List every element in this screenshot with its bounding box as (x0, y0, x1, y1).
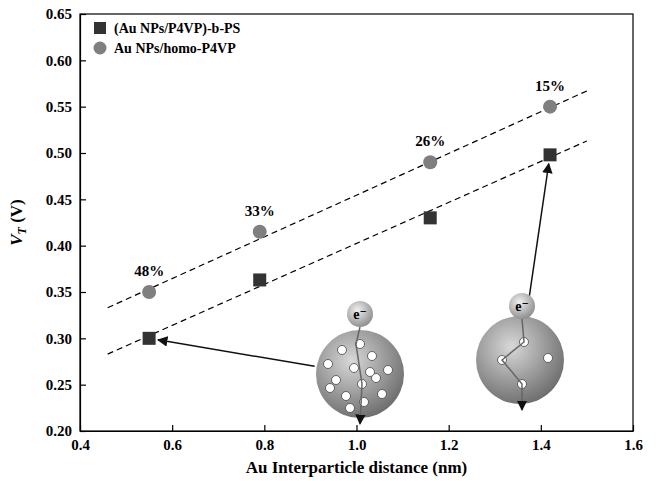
tick: 0.40 (46, 238, 86, 254)
tick-mark (541, 425, 542, 431)
point-label: 33% (245, 203, 275, 219)
tick: 1.4 (532, 425, 551, 453)
tick-mark (80, 153, 86, 154)
annotation: e⁻ (353, 307, 367, 322)
tick: 0.20 (46, 423, 86, 439)
tick-mark (80, 199, 86, 200)
tick-mark (80, 107, 86, 108)
tick-mark (172, 425, 173, 431)
tick: 0.25 (46, 377, 86, 393)
electron (509, 293, 535, 319)
tick-mark (80, 246, 86, 247)
tick-label: 0.40 (46, 238, 72, 254)
tick: 0.60 (46, 53, 86, 69)
nanoparticle (326, 384, 335, 393)
tick: 0.8 (255, 425, 274, 453)
tick-label: 0.6 (163, 437, 182, 453)
point (253, 273, 266, 286)
annotation: e⁻ (515, 299, 529, 314)
tick-label: 0.20 (46, 423, 72, 439)
tick: 0.50 (46, 145, 86, 161)
tick: 0.35 (46, 284, 86, 300)
arrow (527, 164, 549, 315)
tick: 0.55 (46, 99, 86, 115)
tick-label: 0.55 (46, 99, 72, 115)
tick-label: 0.30 (46, 331, 72, 347)
electron-path (502, 319, 524, 410)
nanoparticle (342, 392, 351, 401)
plot: 0.4 0.6 0.8 1.0 1.2 1.4 1.6 0.20 0.25 0.30 0.35 0.4… (46, 6, 644, 452)
tick: 1.2 (440, 425, 459, 453)
insets: e⁻ e⁻ (158, 164, 564, 424)
point-label: 15% (535, 78, 565, 94)
tick-label: 0.45 (46, 192, 72, 208)
nanoparticle (366, 368, 375, 377)
legend: (Au NPs/P4VP)-b-PS Au NPs/homo-P4VP (94, 21, 241, 56)
nanoparticle (324, 360, 333, 369)
tick: 0.65 (46, 6, 86, 22)
nanoparticle (350, 364, 359, 373)
tick-label: 0.35 (46, 284, 72, 300)
legend-symbol (94, 42, 107, 55)
tick-mark (264, 425, 265, 431)
axis-line (80, 15, 81, 432)
tick: 0.6 (163, 425, 182, 453)
tick-mark (356, 425, 357, 431)
trend-line (108, 91, 587, 308)
y-axis: 0.20 0.25 0.30 0.35 0.40 0.45 0.50 0.55 0.60 0.65 (46, 6, 86, 439)
labels: 48% 33% 26% 15% (134, 78, 565, 279)
tick-mark (80, 431, 86, 432)
tick-label: 0.8 (255, 437, 274, 453)
tick-mark (633, 425, 634, 431)
arrow (158, 340, 315, 366)
legend-symbol (94, 22, 106, 34)
nanoparticle (378, 390, 387, 399)
nanoparticle (368, 352, 377, 361)
tick-mark (80, 385, 86, 386)
point (424, 211, 437, 224)
tick: 1.6 (624, 425, 643, 453)
plot-frame (80, 14, 633, 431)
nanoparticle (384, 366, 393, 375)
tick-mark (80, 338, 86, 339)
tick: 0.45 (46, 192, 86, 208)
point-label: 26% (415, 133, 445, 149)
nanoparticle (338, 346, 347, 355)
nanoparticle (544, 354, 553, 363)
point (543, 100, 557, 114)
tick: 0.30 (46, 331, 86, 347)
tick-label: 0.60 (46, 53, 72, 69)
tick: 1.0 (348, 425, 367, 453)
legend-label: (Au NPs/P4VP)-b-PS (114, 21, 241, 37)
point-label: 48% (134, 263, 164, 279)
tick-mark (80, 292, 86, 293)
tick-mark (449, 425, 450, 431)
point (423, 155, 437, 169)
nanoparticle (346, 404, 355, 413)
point (142, 285, 156, 299)
tick-mark (80, 14, 86, 15)
point (143, 332, 156, 345)
tick-label: 0.4 (71, 437, 90, 453)
x-axis: 0.4 0.6 0.8 1.0 1.2 1.4 1.6 (71, 425, 643, 453)
nanoparticle (332, 376, 341, 385)
point (544, 148, 557, 161)
film-sketch (476, 316, 564, 404)
tick-label: 1.2 (440, 437, 459, 453)
tick-label: 0.50 (46, 145, 72, 161)
tick-label: 1.0 (348, 437, 367, 453)
tick-label: 0.25 (46, 377, 72, 393)
electron-path (356, 327, 362, 424)
tick-label: 1.6 (624, 437, 643, 453)
y-axis-title: VT (V) (7, 199, 29, 246)
tick-label: 1.4 (532, 437, 551, 453)
tick-label: 0.65 (46, 6, 72, 22)
axis-line (81, 431, 634, 432)
tick-mark (80, 60, 86, 61)
marks (108, 91, 587, 354)
x-axis-title: Au Interparticle distance (nm) (246, 458, 467, 477)
point (253, 225, 267, 239)
electron (347, 301, 373, 327)
legend-label: Au NPs/homo-P4VP (114, 41, 236, 56)
